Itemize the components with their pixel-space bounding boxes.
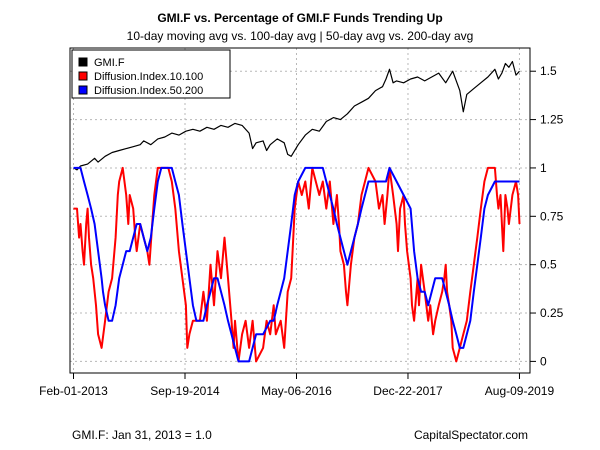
x-tick-label: May-06-2016 <box>261 384 332 398</box>
footer-source: CapitalSpectator.com <box>413 428 528 442</box>
series-line-GMI.F <box>73 60 520 171</box>
x-tick-label: Sep-19-2014 <box>150 384 220 398</box>
plot-frame <box>69 47 531 374</box>
x-tick-label: Dec-22-2017 <box>373 384 443 398</box>
y-axis: 0 0.25 0.5 0.75 1 1.25 1.5 <box>530 64 564 368</box>
x-tick-label: Aug-09-2019 <box>485 384 555 398</box>
legend-swatch <box>78 85 88 95</box>
legend-label: Diffusion.Index.50.200 <box>94 85 203 97</box>
series-line-Diffusion.Index.50.200 <box>73 166 520 363</box>
y-tick-label: 1 <box>540 161 547 175</box>
chart-title: GMI.F vs. Percentage of GMI.F Funds Tren… <box>157 11 442 25</box>
legend-label: GMI.F <box>94 57 125 69</box>
legend-swatch <box>78 57 88 67</box>
grid <box>70 48 530 373</box>
y-tick-label: 1.25 <box>540 113 564 127</box>
legend-swatch <box>78 71 88 81</box>
legend-box <box>71 49 231 99</box>
y-tick-label: 1.5 <box>540 64 557 78</box>
chart-subtitle: 10-day moving avg vs. 100-day avg | 50-d… <box>127 29 474 43</box>
legend: GMI.F Diffusion.Index.10.100 Diffusion.Ind… <box>71 49 231 99</box>
series-group <box>73 60 521 363</box>
y-tick-label: 0.75 <box>540 209 564 223</box>
y-tick-label: 0.25 <box>540 306 564 320</box>
x-axis: Feb-01-2013 Sep-19-2014 May-06-2016 Dec-22-… <box>39 373 554 398</box>
x-tick-label: Feb-01-2013 <box>39 384 108 398</box>
y-tick-label: 0 <box>540 354 547 368</box>
footer-note: GMI.F: Jan 31, 2013 = 1.0 <box>72 428 212 442</box>
y-tick-label: 0.5 <box>540 258 557 272</box>
legend-label: Diffusion.Index.10.100 <box>94 71 203 83</box>
